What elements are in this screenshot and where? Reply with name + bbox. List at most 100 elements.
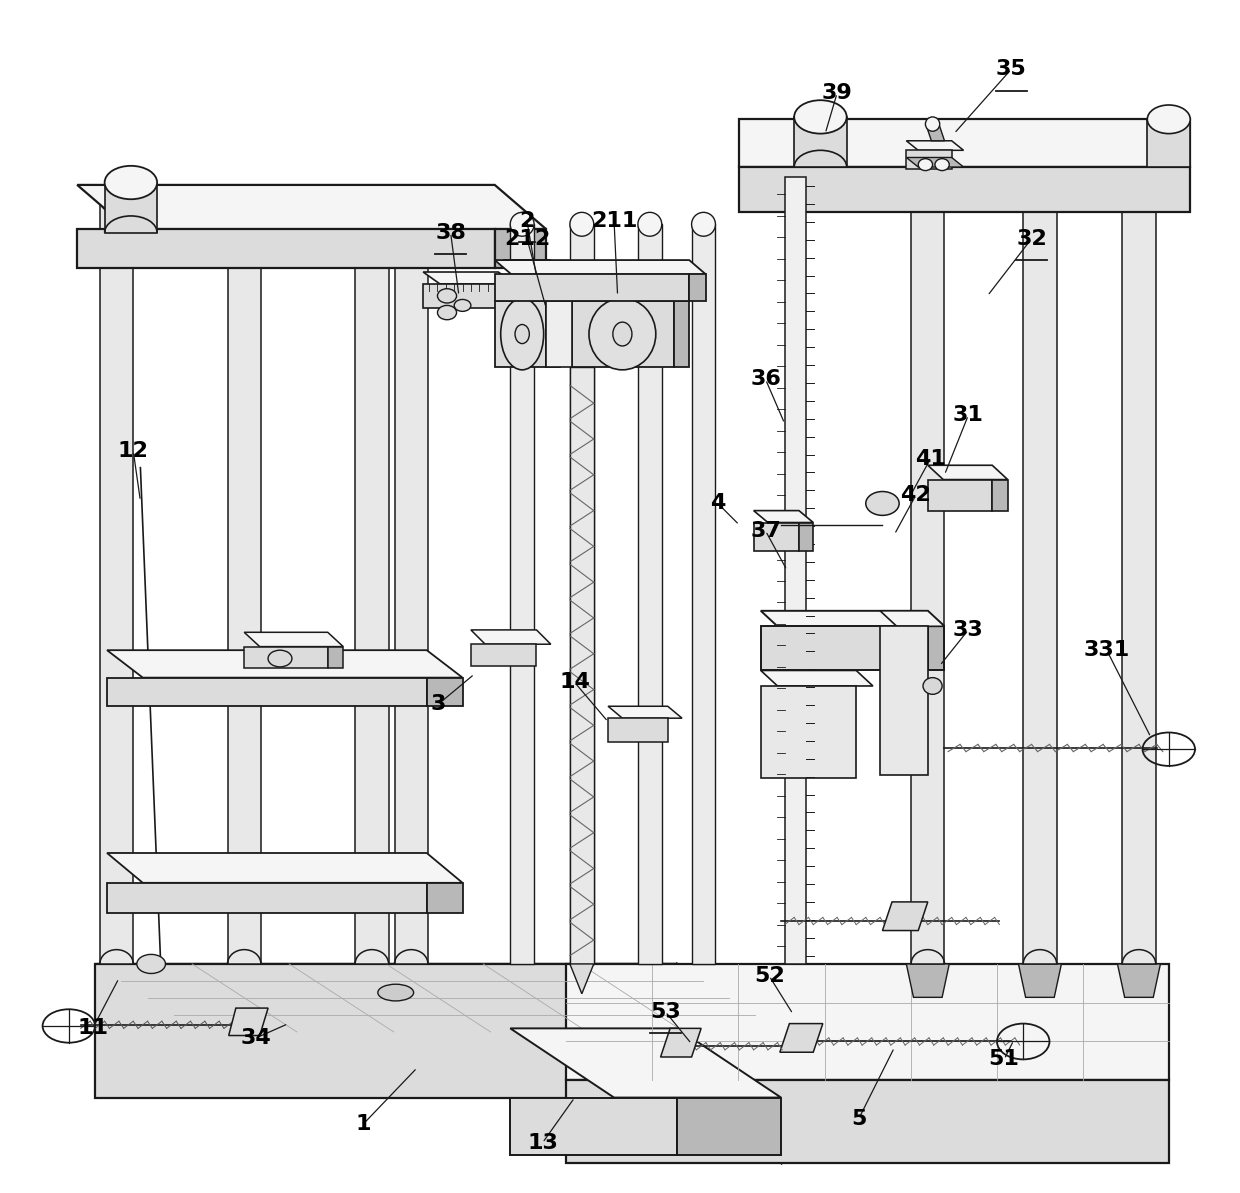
Text: 1: 1 bbox=[356, 1114, 371, 1133]
Polygon shape bbox=[761, 686, 856, 778]
Polygon shape bbox=[883, 902, 928, 931]
Polygon shape bbox=[244, 632, 343, 647]
Ellipse shape bbox=[136, 954, 165, 973]
Ellipse shape bbox=[919, 159, 932, 171]
Text: 2: 2 bbox=[520, 211, 534, 230]
Polygon shape bbox=[880, 611, 945, 626]
Polygon shape bbox=[423, 284, 498, 308]
Polygon shape bbox=[739, 167, 1190, 212]
Polygon shape bbox=[495, 229, 546, 268]
Polygon shape bbox=[77, 185, 546, 229]
Polygon shape bbox=[906, 141, 963, 150]
Text: 12: 12 bbox=[118, 441, 149, 460]
Polygon shape bbox=[926, 126, 945, 141]
Polygon shape bbox=[608, 706, 682, 718]
Polygon shape bbox=[928, 480, 992, 511]
Polygon shape bbox=[785, 177, 806, 964]
Text: 4: 4 bbox=[711, 494, 725, 513]
Text: 32: 32 bbox=[1017, 229, 1047, 248]
Polygon shape bbox=[928, 626, 945, 670]
Text: 36: 36 bbox=[750, 370, 781, 389]
Polygon shape bbox=[1018, 964, 1061, 997]
Ellipse shape bbox=[794, 100, 847, 134]
Polygon shape bbox=[661, 1028, 701, 1057]
Ellipse shape bbox=[268, 650, 291, 667]
Polygon shape bbox=[754, 511, 813, 523]
Polygon shape bbox=[570, 224, 594, 964]
Text: 3: 3 bbox=[432, 694, 446, 713]
Ellipse shape bbox=[692, 212, 715, 236]
Polygon shape bbox=[510, 1098, 677, 1155]
Polygon shape bbox=[394, 199, 428, 964]
Polygon shape bbox=[567, 1080, 1169, 1163]
Text: 53: 53 bbox=[650, 1002, 681, 1021]
Polygon shape bbox=[637, 224, 662, 964]
Ellipse shape bbox=[866, 492, 899, 515]
Polygon shape bbox=[739, 119, 1190, 167]
Polygon shape bbox=[244, 647, 327, 668]
Polygon shape bbox=[427, 883, 463, 913]
Polygon shape bbox=[104, 183, 157, 233]
Polygon shape bbox=[911, 188, 945, 964]
Polygon shape bbox=[673, 301, 689, 367]
Text: 38: 38 bbox=[435, 223, 466, 242]
Polygon shape bbox=[95, 964, 781, 1032]
Ellipse shape bbox=[104, 166, 157, 199]
Polygon shape bbox=[761, 670, 873, 686]
Ellipse shape bbox=[637, 212, 662, 236]
Polygon shape bbox=[692, 224, 715, 964]
Ellipse shape bbox=[589, 298, 656, 370]
Text: 331: 331 bbox=[1084, 641, 1130, 660]
Polygon shape bbox=[546, 289, 588, 301]
Polygon shape bbox=[327, 647, 343, 668]
Ellipse shape bbox=[501, 298, 543, 370]
Polygon shape bbox=[880, 626, 928, 775]
Polygon shape bbox=[677, 964, 781, 1163]
Polygon shape bbox=[570, 367, 594, 964]
Polygon shape bbox=[780, 1024, 823, 1052]
Polygon shape bbox=[471, 630, 551, 644]
Text: 51: 51 bbox=[988, 1050, 1019, 1069]
Text: 34: 34 bbox=[241, 1028, 272, 1047]
Text: 31: 31 bbox=[952, 406, 983, 425]
Polygon shape bbox=[794, 117, 847, 167]
Polygon shape bbox=[1117, 964, 1161, 997]
Polygon shape bbox=[928, 465, 1008, 480]
Polygon shape bbox=[689, 274, 706, 301]
Text: 13: 13 bbox=[527, 1133, 558, 1152]
Text: 41: 41 bbox=[915, 450, 946, 469]
Ellipse shape bbox=[227, 185, 260, 214]
Ellipse shape bbox=[355, 185, 388, 214]
Polygon shape bbox=[799, 523, 813, 551]
Ellipse shape bbox=[925, 117, 940, 131]
Ellipse shape bbox=[1122, 174, 1156, 203]
Ellipse shape bbox=[1147, 105, 1190, 134]
Text: 11: 11 bbox=[77, 1019, 108, 1038]
Ellipse shape bbox=[515, 324, 529, 344]
Text: 42: 42 bbox=[900, 486, 931, 505]
Polygon shape bbox=[546, 301, 573, 367]
Polygon shape bbox=[107, 650, 463, 678]
Polygon shape bbox=[906, 150, 951, 169]
Polygon shape bbox=[227, 199, 260, 964]
Polygon shape bbox=[1147, 119, 1190, 167]
Text: 35: 35 bbox=[996, 60, 1027, 79]
Text: 33: 33 bbox=[954, 620, 983, 639]
Text: 212: 212 bbox=[503, 229, 551, 248]
Polygon shape bbox=[573, 289, 689, 301]
Polygon shape bbox=[1023, 188, 1056, 964]
Text: 5: 5 bbox=[851, 1109, 867, 1129]
Polygon shape bbox=[761, 611, 945, 626]
Ellipse shape bbox=[438, 289, 456, 303]
Polygon shape bbox=[608, 718, 667, 742]
Polygon shape bbox=[546, 301, 560, 367]
Polygon shape bbox=[423, 272, 515, 284]
Polygon shape bbox=[427, 678, 463, 706]
Ellipse shape bbox=[454, 299, 471, 311]
Ellipse shape bbox=[394, 185, 428, 214]
Polygon shape bbox=[495, 274, 689, 301]
Polygon shape bbox=[754, 523, 799, 551]
Ellipse shape bbox=[613, 322, 632, 346]
Polygon shape bbox=[570, 964, 594, 994]
Polygon shape bbox=[107, 853, 463, 883]
